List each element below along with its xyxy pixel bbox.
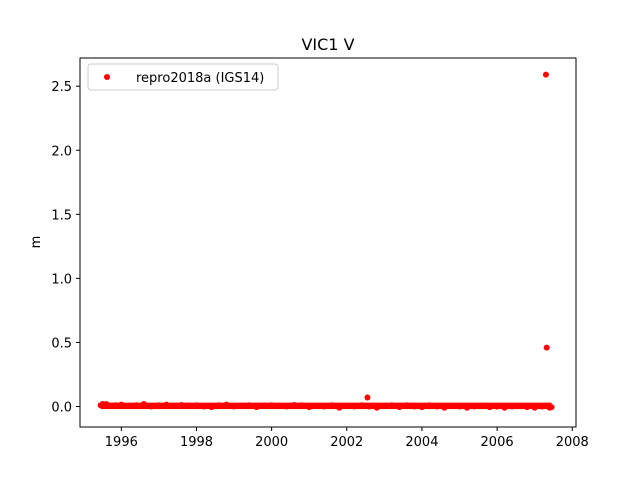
data-point [456, 403, 463, 410]
data-point [486, 404, 493, 411]
data-point [411, 403, 418, 410]
data-point [396, 404, 403, 411]
x-tick-label: 2000 [255, 435, 288, 450]
chart-title: VIC1 V [301, 35, 354, 54]
data-point [343, 402, 350, 409]
data-point [291, 401, 298, 408]
data-point [351, 403, 358, 410]
data-point [543, 344, 550, 351]
x-tick-label: 1998 [180, 435, 213, 450]
y-tick-label: 1.5 [51, 208, 72, 223]
legend-marker [104, 74, 110, 80]
data-point [433, 403, 440, 410]
data-point [494, 403, 501, 410]
data-point [426, 402, 433, 409]
data-point [306, 404, 313, 411]
y-axis: 0.0 0.5 1.0 1.5 2.0 2.5 [51, 80, 80, 416]
data-point [313, 402, 320, 409]
data-point [208, 404, 215, 411]
y-tick-label: 2.0 [51, 144, 72, 159]
x-tick-label: 1996 [105, 435, 138, 450]
x-tick-label: 2004 [405, 435, 438, 450]
data-point [441, 404, 448, 411]
data-point [501, 404, 508, 411]
data-point [366, 403, 373, 410]
plot-frame [79, 57, 577, 428]
data-point [509, 403, 516, 410]
data-point [216, 402, 223, 409]
data-point [276, 402, 283, 409]
data-point [246, 402, 253, 409]
data-point [373, 404, 380, 411]
legend: repro2018a (IGS14) [87, 63, 279, 91]
y-tick-label: 0.5 [51, 336, 72, 351]
data-point [107, 402, 114, 409]
data-point [539, 403, 546, 410]
data-point [155, 402, 162, 409]
y-axis-label: m [29, 236, 44, 249]
data-point [223, 401, 230, 408]
data-point [148, 403, 155, 410]
data-point [418, 404, 425, 411]
data-point [261, 402, 268, 409]
data-point [403, 402, 410, 409]
data-point [201, 403, 207, 410]
y-tick-label: 1.0 [51, 272, 72, 287]
data-point [531, 404, 538, 411]
data-point [231, 403, 238, 410]
data-point [163, 401, 170, 408]
data-point [471, 403, 478, 410]
data-point [133, 402, 140, 409]
x-tick-label: 2008 [556, 435, 589, 450]
data-point [516, 402, 523, 409]
data-point [328, 402, 335, 409]
data-point [548, 404, 555, 411]
data-point [449, 402, 455, 409]
x-axis: 1996 1998 2000 2002 2004 2006 2008 [105, 427, 589, 450]
x-tick-label: 2006 [481, 435, 514, 450]
data-point [283, 403, 290, 410]
data-point [268, 402, 275, 409]
legend-label: repro2018a (IGS14) [136, 71, 264, 86]
data-point [253, 404, 260, 411]
y-tick-label: 0.0 [51, 401, 72, 416]
data-point [464, 404, 471, 411]
data-point [238, 402, 245, 409]
data-point [479, 402, 486, 409]
data-point [358, 402, 365, 409]
legend-box [87, 63, 279, 91]
data-point [193, 402, 200, 409]
data-point [125, 402, 132, 409]
plot-area [79, 57, 577, 428]
data-point [364, 394, 371, 401]
data-point [336, 404, 343, 411]
y-tick-label: 2.5 [51, 80, 72, 95]
data-point [542, 71, 549, 78]
data-point [185, 402, 192, 409]
series-layer [97, 71, 555, 411]
data-point [118, 401, 125, 408]
data-point [170, 402, 177, 409]
data-point [140, 400, 147, 407]
data-point [321, 403, 328, 410]
data-point [524, 404, 531, 411]
data-point [381, 402, 388, 409]
data-point [178, 401, 185, 408]
x-tick-label: 2002 [330, 435, 363, 450]
data-point [298, 402, 305, 409]
data-point [388, 402, 395, 409]
data-point [112, 402, 119, 409]
